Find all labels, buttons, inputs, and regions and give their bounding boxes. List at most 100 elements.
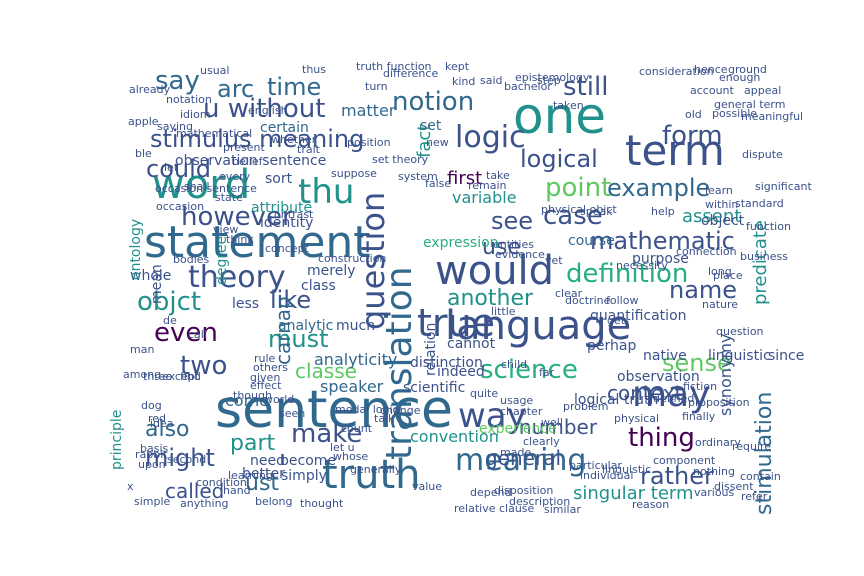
word-ontology: ontology [128, 219, 144, 280]
word-well: well [541, 416, 563, 429]
word-simple: simple [134, 495, 171, 508]
word-question: question [716, 325, 764, 338]
word-find: find [180, 370, 201, 383]
word-quantification: quantification [590, 308, 687, 324]
word-quite: quite [470, 387, 498, 400]
word-fact: fact [414, 124, 435, 158]
word-upon: upon [138, 458, 166, 471]
word-man: man [130, 343, 154, 356]
word-x: x [127, 480, 134, 493]
word-basis: basis [140, 442, 169, 455]
word-difference: difference [383, 67, 438, 80]
word-identity: identity [260, 215, 313, 231]
word-others: others [253, 361, 288, 374]
word-certain: certain [260, 120, 309, 136]
word-value: value [412, 480, 442, 493]
word-example: example [607, 174, 710, 202]
word-think: think [226, 233, 254, 246]
word-generally: generally [350, 463, 402, 476]
word-must: must [268, 325, 329, 353]
word-contain: contain [740, 470, 781, 483]
word-variable: variable [452, 188, 517, 207]
word-relation: relation [423, 323, 439, 376]
word-chapter: chapter [500, 405, 543, 418]
word-made: made [500, 446, 531, 459]
word-finally: finally [682, 410, 716, 423]
word-appeal: appeal [744, 84, 781, 97]
word-also: also [145, 417, 190, 442]
word-u-without: u without [203, 94, 325, 124]
word-even: even [154, 318, 218, 348]
word-various: various [694, 486, 735, 499]
word-since: since [768, 348, 804, 364]
word-come: come [225, 391, 269, 410]
word-problem: problem [563, 400, 609, 413]
word-cloud-words: sentence one language statement term truth wou… [109, 60, 812, 516]
word-three: three [143, 370, 172, 383]
word-individual: individual [580, 469, 633, 482]
word-change: change [380, 404, 421, 417]
word-old: old [685, 108, 702, 121]
word-nothing: nothing [693, 465, 735, 478]
word-system: system [398, 170, 438, 183]
word-meaning: meaning [455, 443, 586, 478]
word-fiction: fiction [683, 380, 717, 393]
word-arc: arc [217, 75, 254, 103]
word-false: false [425, 177, 451, 190]
word-belong: belong [255, 495, 293, 508]
word-new: new [426, 136, 449, 149]
word-usage: usage [500, 394, 533, 407]
word-ble: ble [135, 147, 152, 160]
word-business: business [740, 250, 788, 263]
word-perhap: perhap [587, 338, 636, 354]
word-significant: significant [755, 180, 812, 193]
word-class: class [301, 278, 336, 294]
word-taken: taken [553, 99, 584, 112]
word-analytic: analytic [278, 318, 333, 334]
word-mathematical: mathematical [176, 127, 252, 140]
word-term: term [625, 126, 725, 175]
word-say: say [155, 66, 200, 96]
word-call: call [188, 328, 207, 341]
word-called: called [165, 479, 224, 503]
word-ground: ground [728, 63, 767, 76]
word-course: course [568, 233, 615, 249]
word-need: need [250, 453, 285, 469]
word-clearly: clearly [523, 435, 560, 448]
word-occasion-sentence: occasion sentence [155, 182, 257, 195]
word-saying: saying [157, 120, 193, 133]
word-refer: refer [741, 490, 768, 503]
word-possible: possible [712, 107, 757, 120]
word-follow: follow [606, 294, 638, 307]
word-condition: condition [196, 476, 247, 489]
word-synonymy: synonymy [716, 334, 735, 416]
word-science: science [480, 355, 578, 385]
word-given: given [250, 371, 280, 384]
word-set: set [420, 118, 442, 134]
word-little: little [491, 305, 516, 318]
word-among: among [123, 368, 161, 381]
word-theory: theory [188, 260, 286, 295]
word-kept: kept [445, 60, 470, 73]
word-set-theory: set theory [372, 153, 429, 166]
word-disposition: disposition [494, 484, 553, 497]
word-take: take [486, 169, 510, 182]
word-native: native [643, 348, 687, 364]
word-one: one [513, 87, 606, 145]
word-consideration: consideration [639, 65, 714, 78]
word-though: though [233, 389, 272, 402]
word-speak: speak [580, 205, 613, 218]
word-child: child [501, 358, 527, 371]
word-notation: notation [166, 93, 212, 106]
word-yet: yet [545, 254, 563, 267]
word-sense: sense [662, 349, 732, 377]
word-truth-function: truth function [356, 60, 432, 73]
word-remain: remain [468, 179, 507, 192]
word-second: second [167, 453, 206, 466]
word-statement: statement [144, 217, 371, 268]
word-experience: experience [479, 421, 557, 437]
word-position: position [347, 136, 391, 149]
word-contrast: contrast [268, 208, 314, 221]
word-description: description [509, 495, 570, 508]
word-relative-clause: relative clause [454, 502, 535, 515]
